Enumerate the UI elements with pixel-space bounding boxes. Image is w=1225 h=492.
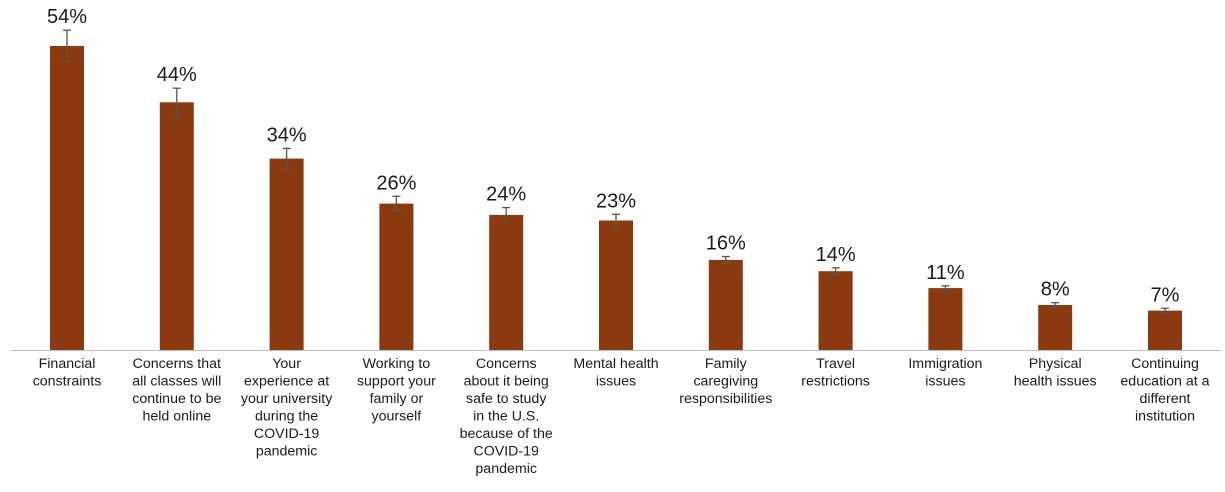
bar xyxy=(708,259,743,350)
bar xyxy=(489,214,524,350)
bar xyxy=(818,271,853,350)
data-label: 16% xyxy=(706,233,746,255)
error-bars-group xyxy=(63,29,1169,314)
tick-label: Concerns that all classes will continue to… xyxy=(132,356,221,425)
data-label: 44% xyxy=(157,64,197,86)
data-label: 14% xyxy=(816,244,856,266)
data-label: 26% xyxy=(376,172,416,194)
tick-label: Continuing education at a different institu… xyxy=(1120,356,1209,425)
error-bar xyxy=(1161,307,1169,314)
error-bar xyxy=(502,206,511,223)
bar xyxy=(1148,310,1182,350)
tick-label: Working to support your family or yourself xyxy=(357,356,436,425)
error-bar xyxy=(941,285,950,291)
error-bar xyxy=(1051,302,1060,308)
error-bar xyxy=(172,87,181,118)
tick-label: Financial constraints xyxy=(33,356,102,390)
value-labels-group: 54% 44% 34% 26% 24% 23% 16% 14% 11% 8% 7% xyxy=(47,6,1180,306)
error-bar xyxy=(721,255,730,264)
data-label: 11% xyxy=(926,262,965,284)
tick-label: Family caregiving responsibilities xyxy=(679,356,772,407)
error-bar xyxy=(282,147,291,170)
bar xyxy=(269,158,304,350)
bar xyxy=(50,46,84,350)
bar xyxy=(379,203,414,350)
tick-label: Physical health issues xyxy=(1014,356,1097,390)
bars-group xyxy=(50,46,1182,350)
error-bar xyxy=(612,213,620,228)
category-labels-group: Financial constraints Concerns that all cla… xyxy=(33,356,1210,477)
tick-label: Mental health issues xyxy=(573,356,658,390)
data-label: 34% xyxy=(267,124,307,146)
data-label: 54% xyxy=(47,6,87,28)
data-label: 7% xyxy=(1151,284,1180,306)
bar xyxy=(159,102,194,350)
data-label: 23% xyxy=(596,190,636,212)
bar xyxy=(928,288,963,350)
bar xyxy=(599,220,633,350)
tick-label: Travel restrictions xyxy=(801,356,870,390)
error-bar xyxy=(63,29,71,63)
error-bar xyxy=(392,195,401,212)
tick-label: Concerns about it being safe to study in th… xyxy=(460,356,553,477)
error-bar xyxy=(831,267,840,276)
tick-label: Your experience at your university during t… xyxy=(241,356,333,460)
data-label: 8% xyxy=(1041,279,1070,301)
tick-label: Immigration issues xyxy=(908,356,982,390)
bar xyxy=(1038,305,1073,350)
data-label: 24% xyxy=(486,184,526,206)
